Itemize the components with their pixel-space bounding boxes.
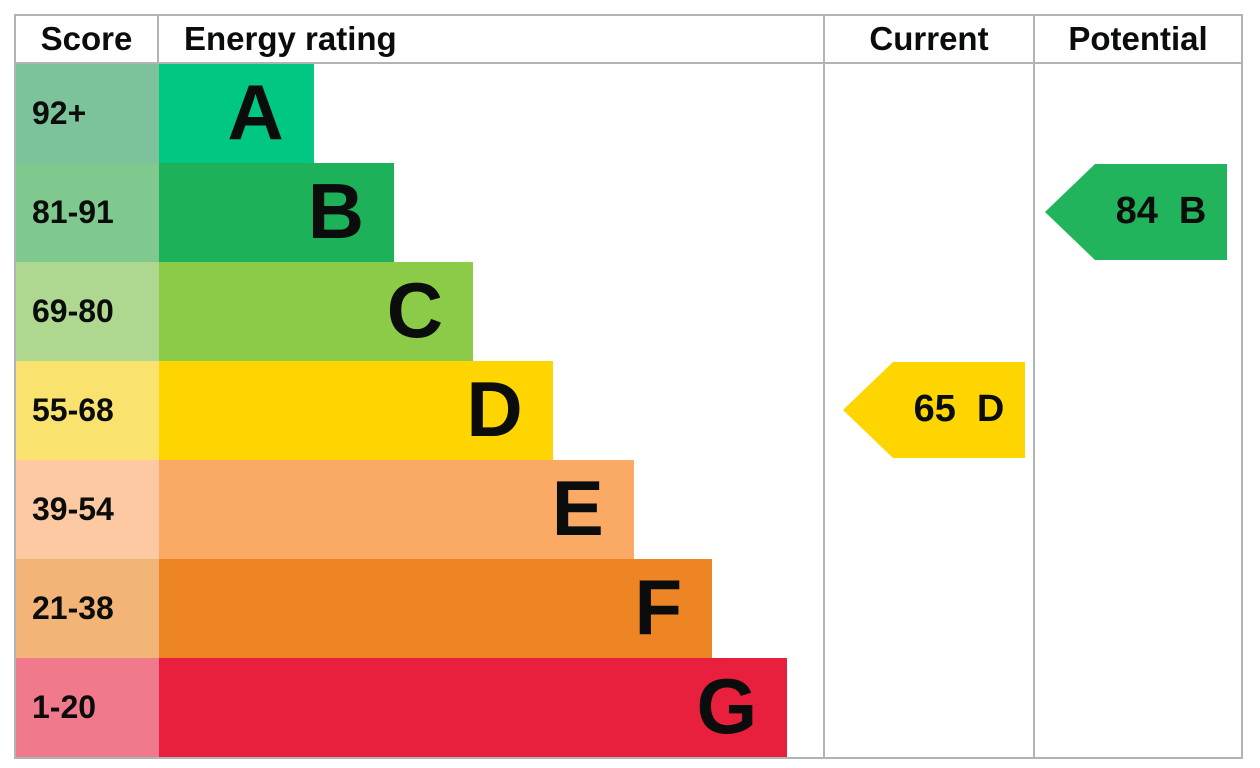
score-column-header: Score [16,16,159,62]
current-arrow: 65 D [843,362,1025,458]
band-row-b: B [159,163,823,262]
band-letter-d: D [466,364,523,453]
band-bar-g: G [159,658,788,757]
band-letter-c: C [386,265,444,354]
score-range-cell-d: 55-68 [16,361,159,460]
band-bar-b: B [159,163,395,262]
band-row-a: A [159,64,823,163]
current-arrow-label: 65 D [893,362,1025,458]
epc-rating-chart: Score Energy rating Current Potential 92… [14,14,1243,759]
band-letter-b: B [307,166,365,255]
band-row-d: D [159,361,823,460]
potential-band-letter: B [1178,190,1207,233]
band-row-e: E [159,460,823,559]
band-row-c: C [159,262,823,361]
score-range-label: 69-80 [32,293,114,329]
band-bar-f: F [159,559,713,658]
score-range-label: 39-54 [32,491,114,527]
band-letter-g: G [696,661,758,750]
score-range-label: 21-38 [32,590,114,626]
score-range-cell-b: 81-91 [16,163,159,262]
current-score-value: 65 [913,388,956,431]
score-range-label: 1-20 [32,689,97,725]
potential-rating-column: 84 B [1033,64,1241,757]
energy-rating-column-header: Energy rating [184,20,397,57]
potential-score-value: 84 [1115,190,1158,233]
band-bar-a: A [159,64,314,163]
band-letter-f: F [634,562,683,651]
potential-column-header: Potential [1033,16,1241,62]
current-band-letter: D [976,388,1005,431]
score-range-cell-c: 69-80 [16,262,159,361]
band-row-f: F [159,559,823,658]
current-column-header: Current [823,16,1033,62]
band-bar-e: E [159,460,634,559]
score-range-cell-e: 39-54 [16,460,159,559]
current-arrow-shape [843,362,1025,458]
score-range-cell-f: 21-38 [16,559,159,658]
score-range-label: 92+ [32,95,87,131]
band-letter-a: A [227,67,284,156]
score-column: 92+ 81-91 69-80 55-68 39-54 21-38 1-20 [16,64,159,757]
band-row-g: G [159,658,823,757]
current-rating-column: 65 D [823,64,1033,757]
score-range-cell-a: 92+ [16,64,159,163]
potential-arrow-shape [1045,163,1227,260]
potential-arrow-label: 84 B [1095,164,1227,260]
score-range-label: 55-68 [32,392,114,428]
chart-header-row: Score Energy rating Current Potential [16,16,1241,64]
score-range-label: 81-91 [32,194,114,230]
potential-arrow: 84 B [1045,163,1227,260]
score-range-cell-g: 1-20 [16,658,159,757]
band-bar-d: D [159,361,553,460]
band-letter-e: E [551,463,604,552]
band-bar-c: C [159,262,474,361]
